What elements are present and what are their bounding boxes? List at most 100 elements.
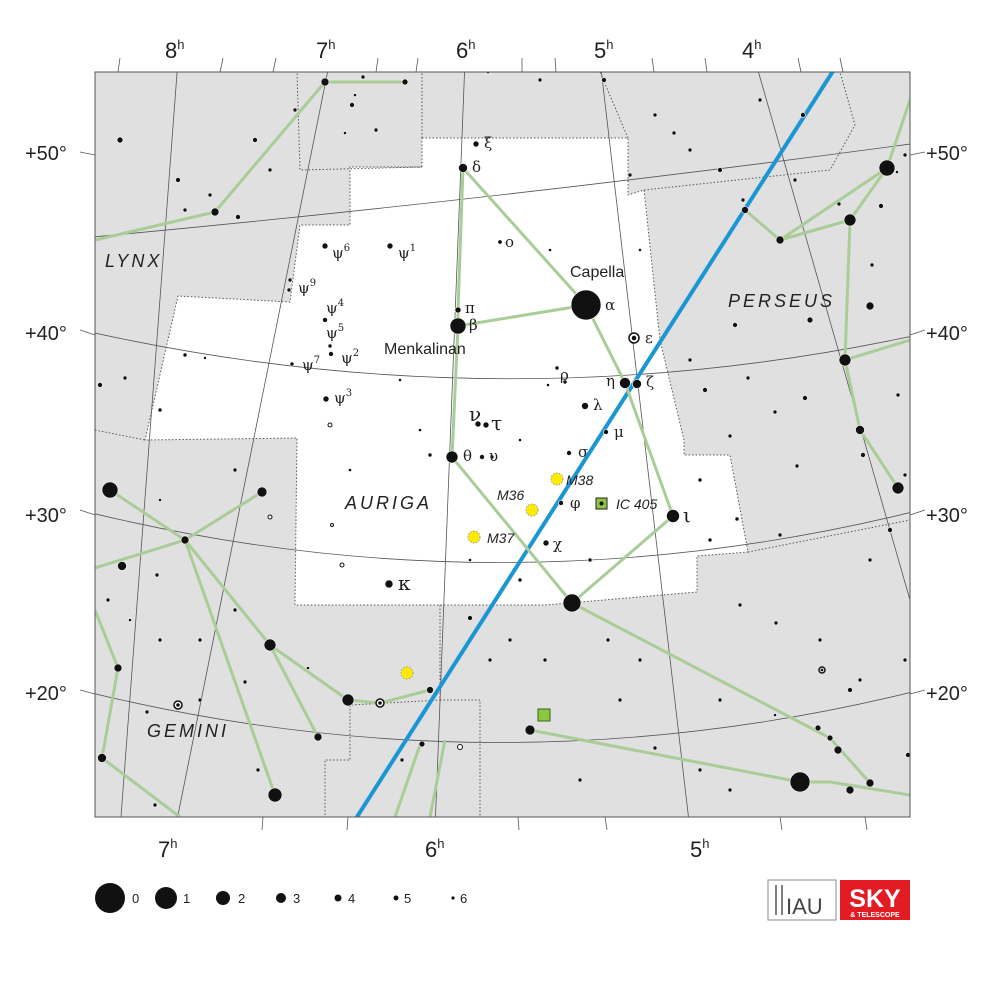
m35-cluster[interactable] xyxy=(400,666,414,680)
star xyxy=(789,771,811,793)
star xyxy=(252,137,258,143)
star xyxy=(321,242,329,250)
star xyxy=(843,213,857,227)
star xyxy=(313,732,323,742)
dec-right-50: +50° xyxy=(926,143,968,165)
variable-star-core xyxy=(820,668,824,672)
star xyxy=(891,481,905,495)
mag-5-star xyxy=(393,895,399,901)
star xyxy=(427,452,433,458)
star xyxy=(895,170,899,174)
mag-2-star xyxy=(216,891,230,905)
tau-label: τ xyxy=(491,411,502,435)
star xyxy=(128,618,132,622)
star xyxy=(905,752,910,758)
star xyxy=(554,365,560,371)
star xyxy=(175,177,181,183)
star xyxy=(601,77,607,83)
star xyxy=(207,192,213,198)
m38-cluster[interactable] xyxy=(550,472,564,486)
sky-logo-text: SKY xyxy=(849,885,901,913)
star xyxy=(117,561,127,571)
star xyxy=(182,207,188,213)
ra-label-bottom-5h: 5h xyxy=(690,836,709,862)
star xyxy=(330,523,334,527)
m37-label: M37 xyxy=(487,530,515,546)
star xyxy=(687,147,693,153)
star xyxy=(562,379,568,385)
star xyxy=(542,657,548,663)
star xyxy=(517,577,523,583)
star xyxy=(869,262,875,268)
star xyxy=(845,785,855,795)
telescope-logo-text: & TELESCOPE xyxy=(850,912,900,919)
star xyxy=(836,201,842,207)
sky-logo-background xyxy=(840,880,910,920)
lambda-label: λ xyxy=(593,396,603,414)
star xyxy=(773,620,779,626)
star xyxy=(157,637,163,643)
capella-label: Capella xyxy=(570,264,624,281)
star xyxy=(518,438,522,442)
deep-sky-objects xyxy=(400,472,608,722)
star xyxy=(232,607,238,613)
star xyxy=(255,767,261,773)
star xyxy=(468,558,472,562)
star xyxy=(817,637,823,643)
star xyxy=(210,207,220,217)
star xyxy=(666,509,680,523)
psi6-label: ψ6 xyxy=(332,243,350,262)
ra-labels-top: 8h 7h 6h 5h 4h xyxy=(165,37,761,63)
star xyxy=(197,697,203,703)
psi2-label: ψ2 xyxy=(341,348,359,367)
star xyxy=(637,657,643,663)
star xyxy=(122,375,128,381)
beta-label: β xyxy=(469,316,478,334)
star xyxy=(847,687,853,693)
star xyxy=(806,316,814,324)
star xyxy=(717,167,723,173)
star xyxy=(537,77,543,83)
star xyxy=(581,402,589,410)
star xyxy=(772,409,778,415)
iota-label: ι xyxy=(683,503,691,527)
star xyxy=(757,97,763,103)
star xyxy=(474,420,482,428)
mag-4-label: 4 xyxy=(348,891,355,906)
constellation-boundaries xyxy=(95,72,910,817)
star xyxy=(154,572,160,578)
star xyxy=(878,159,896,177)
auriga-label: AURIGA xyxy=(344,493,432,513)
star xyxy=(327,343,333,349)
star xyxy=(341,693,355,707)
psi9-label: ψ9 xyxy=(298,278,316,297)
psi7-label: ψ7 xyxy=(302,355,320,374)
star xyxy=(101,481,119,499)
mag-2-label: 2 xyxy=(238,891,245,906)
star xyxy=(802,395,808,401)
star xyxy=(203,356,207,360)
star xyxy=(426,686,434,694)
iau-logo: IAU xyxy=(767,879,837,921)
crab-nebula[interactable] xyxy=(537,708,551,722)
alpha-label: α xyxy=(605,296,615,314)
ra-labels-bottom: 7h 6h 5h xyxy=(158,836,709,862)
star xyxy=(373,127,379,133)
star xyxy=(232,467,238,473)
pi-label: π xyxy=(465,299,475,317)
star xyxy=(707,537,713,543)
star xyxy=(327,422,333,428)
m36-cluster[interactable] xyxy=(525,503,539,517)
star xyxy=(306,666,310,670)
star xyxy=(197,637,203,643)
dec-labels: +50° +40° +30° +20° +50° +40° +30° +20° xyxy=(25,143,968,705)
star xyxy=(800,112,806,118)
m37-cluster[interactable] xyxy=(467,530,481,544)
star xyxy=(740,197,746,203)
mag-6-label: 6 xyxy=(460,891,467,906)
star xyxy=(256,486,268,498)
star xyxy=(339,562,345,568)
star xyxy=(865,778,875,788)
star xyxy=(826,734,834,742)
star xyxy=(97,753,107,763)
